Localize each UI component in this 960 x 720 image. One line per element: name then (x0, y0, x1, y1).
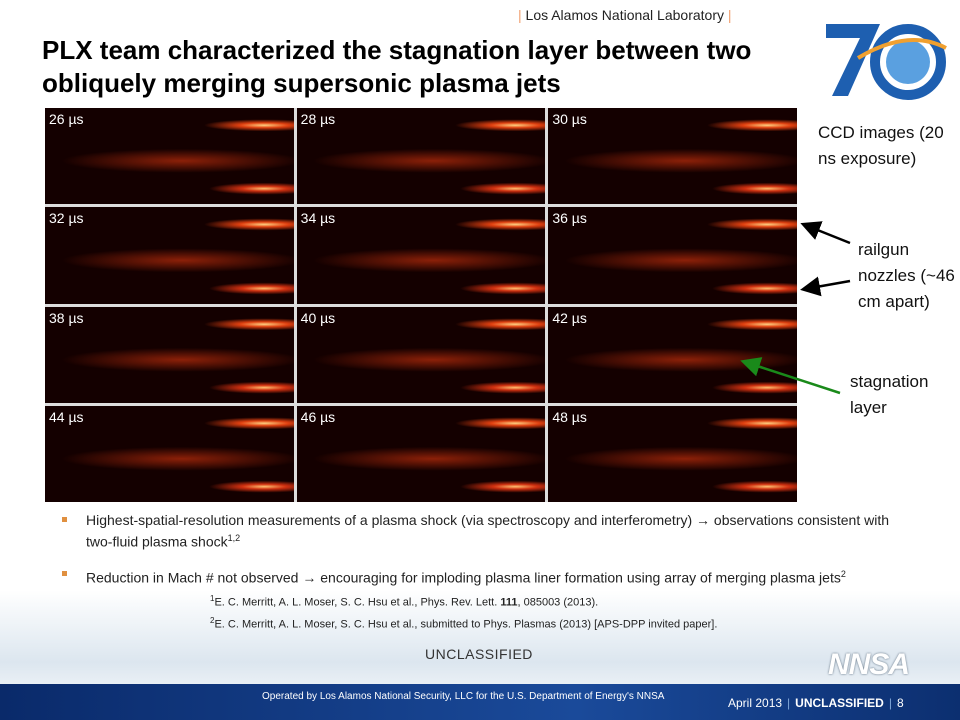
anniversary-logo (826, 24, 947, 100)
ccd-panel: 36 µs (548, 207, 797, 304)
stagnation-note: stagnation layer (850, 372, 929, 417)
page-number: 8 (896, 696, 904, 710)
reference: 2E. C. Merritt, A. L. Moser, S. C. Hsu e… (210, 612, 717, 634)
operator-text: Operated by Los Alamos National Security… (262, 691, 665, 702)
classification: UNCLASSIFIED (425, 646, 533, 662)
panel-time: 30 µs (552, 111, 587, 127)
ccd-panel: 28 µs (296, 108, 546, 205)
ref-text: E. C. Merritt, A. L. Moser, S. C. Hsu et… (214, 618, 718, 631)
panel-time: 44 µs (49, 408, 84, 425)
panel-time: 40 µs (300, 309, 336, 326)
ccd-panel: 38 µs (45, 306, 294, 403)
ref-number: 2 (210, 615, 215, 625)
ref-number: 1 (210, 594, 215, 603)
bullet-list: Highest-spatial-resolution measurements … (62, 511, 902, 600)
bullet: Reduction in Mach # not observed → encou… (62, 565, 902, 587)
panel-time: 46 µs (300, 408, 336, 425)
references: 1E. C. Merritt, A. L. Moser, S. C. Hsu e… (210, 590, 717, 633)
panel-time: 42 µs (552, 309, 587, 326)
ref-text: E. C. Merritt, A. L. Moser, S. C. Hsu et… (214, 596, 501, 609)
reference: 1E. C. Merritt, A. L. Moser, S. C. Hsu e… (210, 590, 717, 612)
ccd-panel: 26 µs (45, 108, 294, 205)
panel-time: 32 µs (49, 210, 84, 227)
ref-volume: 111 (500, 596, 518, 609)
footer-band (0, 684, 960, 720)
ccd-panel: 34 µs (296, 207, 546, 304)
ccd-panel: 40 µs (296, 306, 546, 403)
ccd-panel: 48 µs (548, 405, 797, 502)
ccd-panel: 30 µs (548, 108, 797, 205)
ccd-image-grid: 26 µs 28 µs 30 µs 32 µs 34 µs 36 µs 38 µs 40 µs… (45, 108, 797, 502)
ccd-panel: 42 µs (548, 306, 797, 403)
citation: 1,2 (227, 533, 241, 543)
lab-text: Los Alamos National Laboratory (525, 7, 724, 23)
nozzle-note: railgun nozzles (~46 cm apart) (858, 240, 955, 311)
citation: 2 (840, 568, 846, 579)
panel-time: 26 µs (49, 111, 84, 127)
bullet: Highest-spatial-resolution measurements … (62, 511, 902, 551)
panel-time: 38 µs (49, 309, 84, 326)
ccd-note: CCD images (20 ns exposure) (818, 123, 944, 168)
ccd-panel: 32 µs (45, 207, 294, 304)
nnsa-logo: NNSA (828, 648, 910, 681)
ref-text: , 085003 (2013). (517, 596, 599, 609)
panel-time: 36 µs (552, 210, 587, 227)
bullet-text: Highest-spatial-resolution measurements … (86, 512, 890, 550)
bullet-text: Reduction in Mach # not observed → encou… (86, 569, 841, 586)
panel-time: 48 µs (552, 408, 587, 425)
footer-info: April 2013 | UNCLASSIFIED | 8 (728, 696, 904, 710)
footer-classification: UNCLASSIFIED (795, 696, 884, 710)
title: PLX team characterized the stagnation la… (42, 35, 752, 98)
ccd-panel: 44 µs (45, 405, 294, 502)
ccd-panel: 46 µs (296, 405, 546, 502)
panel-time: 34 µs (300, 210, 336, 227)
lab-name: | Los Alamos National Laboratory | (518, 7, 732, 23)
panel-time: 28 µs (300, 111, 336, 127)
date: April 2013 (728, 696, 783, 710)
